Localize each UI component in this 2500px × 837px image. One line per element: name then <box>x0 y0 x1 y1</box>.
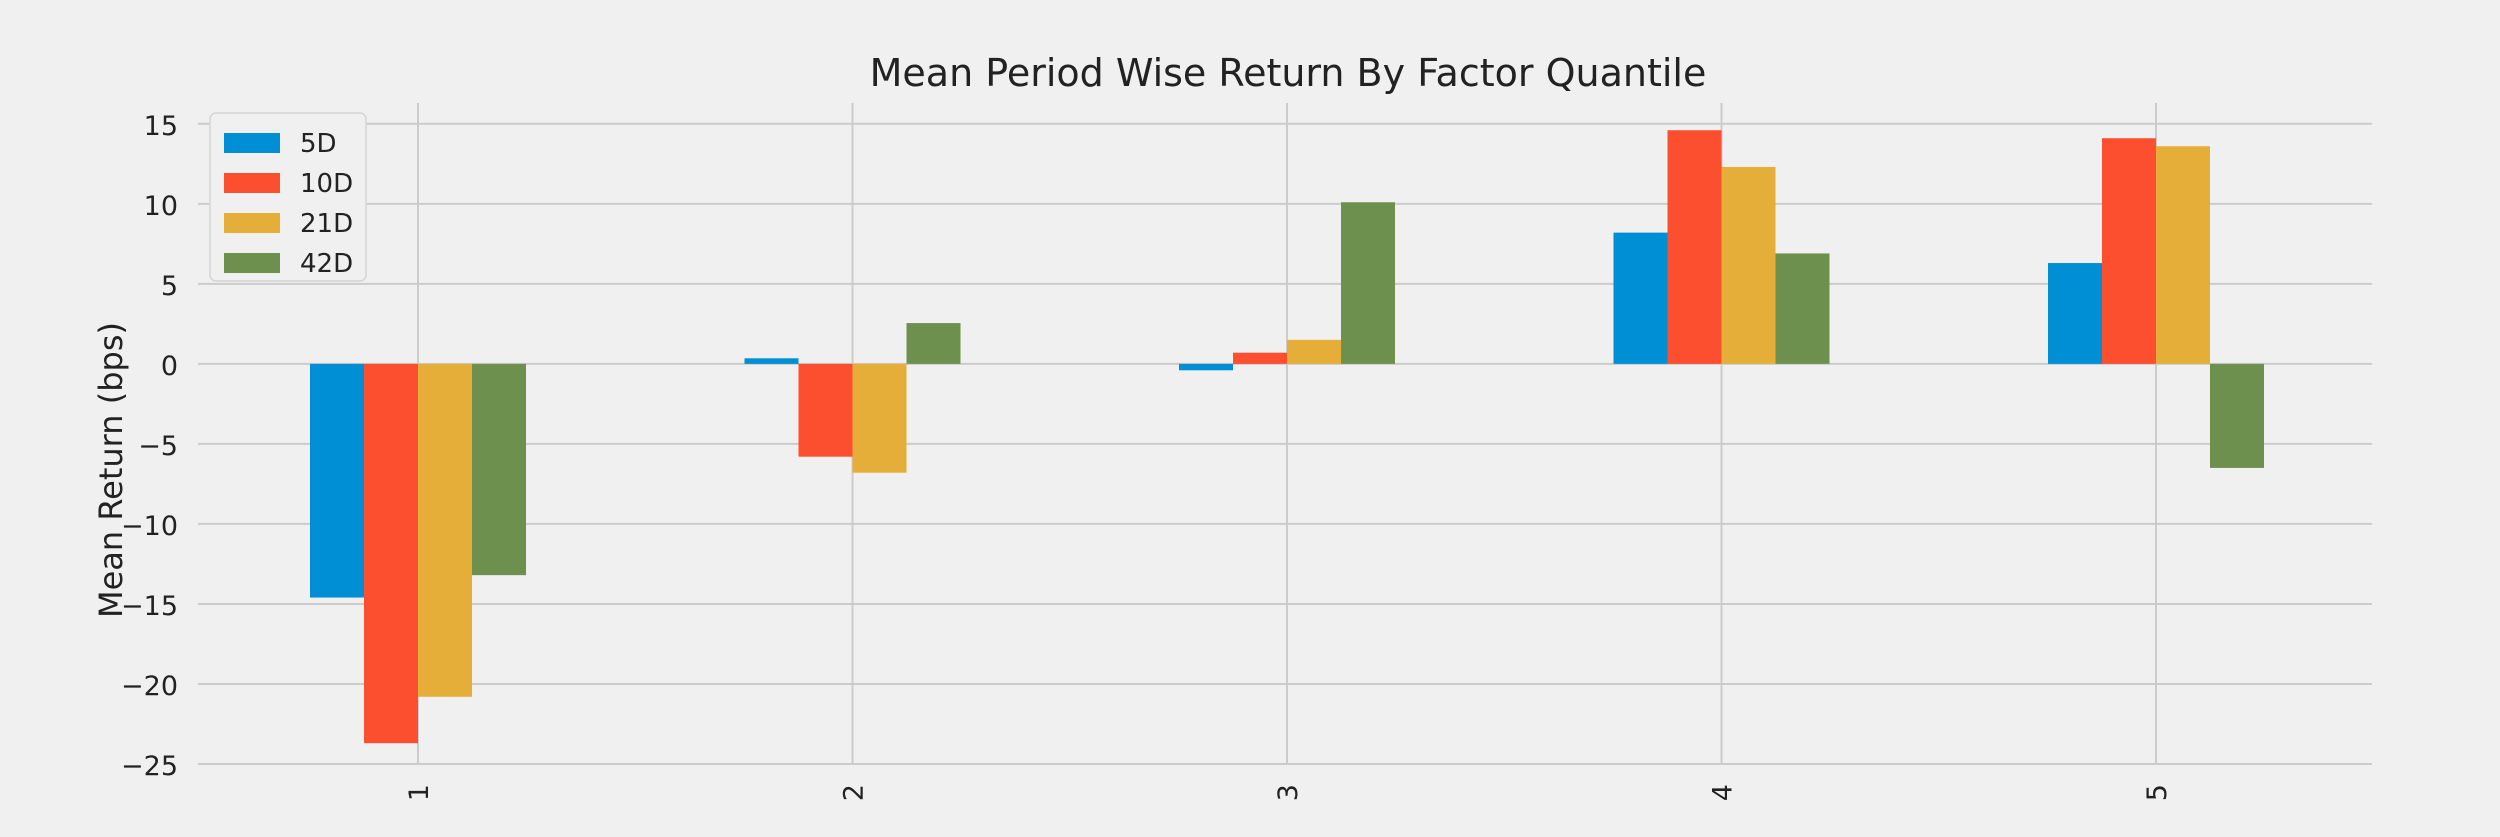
legend-label: 42D <box>300 249 353 279</box>
legend-swatch <box>224 253 280 273</box>
bar-10d-q1 <box>364 363 418 744</box>
bar-42d-q4 <box>1775 253 1830 364</box>
bars <box>310 130 2264 744</box>
bar-5d-q1 <box>310 363 364 598</box>
bar-42d-q1 <box>472 363 526 576</box>
y-tick-label: −10 <box>121 511 178 542</box>
bar-21d-q3 <box>1287 339 1341 364</box>
legend-label: 21D <box>300 209 353 239</box>
bar-42d-q3 <box>1341 202 1395 364</box>
axes: 15 10 5 0 −5 −10 −15 −20 −25 1 2 3 4 5 <box>121 111 2173 801</box>
bar-21d-q2 <box>852 363 907 473</box>
x-tick-label: 2 <box>839 784 870 801</box>
legend-label: 5D <box>300 129 337 159</box>
bar-21d-q4 <box>1721 167 1776 364</box>
bar-42d-q5 <box>2210 363 2264 468</box>
y-tick-label: 5 <box>161 271 178 302</box>
y-tick-label: −20 <box>121 671 178 702</box>
x-tick-label: 3 <box>1273 784 1304 801</box>
y-tick-label: −15 <box>121 591 178 622</box>
y-tick-label: 0 <box>161 351 178 382</box>
legend-swatch <box>224 213 280 233</box>
y-tick-label: −5 <box>138 431 178 462</box>
y-axis-label: Mean Return (bps) <box>92 322 130 618</box>
bar-10d-q4 <box>1667 130 1722 364</box>
bar-5d-q2 <box>744 358 799 364</box>
bar-5d-q3 <box>1179 363 1233 371</box>
bar-21d-q5 <box>2156 146 2210 364</box>
bar-21d-q1 <box>418 363 472 697</box>
bar-5d-q5 <box>2048 263 2102 364</box>
bar-5d-q4 <box>1613 232 1668 364</box>
x-tick-label: 5 <box>2142 784 2173 801</box>
legend-box <box>209 112 367 282</box>
bar-42d-q2 <box>906 323 961 364</box>
plot-area <box>198 103 2372 764</box>
legend-label: 10D <box>300 169 353 199</box>
y-tick-label: −25 <box>121 751 178 782</box>
y-tick-label: 15 <box>144 111 178 142</box>
legend: 5D 10D 21D 42D <box>209 112 367 282</box>
bar-10d-q3 <box>1233 352 1287 364</box>
x-tick-label: 4 <box>1708 784 1739 801</box>
y-tick-label: 10 <box>144 191 178 222</box>
chart-title: Mean Period Wise Return By Factor Quanti… <box>870 51 1707 95</box>
legend-swatch <box>224 133 280 153</box>
bar-10d-q2 <box>798 363 853 457</box>
legend-swatch <box>224 173 280 193</box>
x-tick-label: 1 <box>404 784 435 801</box>
bar-10d-q5 <box>2102 138 2156 364</box>
